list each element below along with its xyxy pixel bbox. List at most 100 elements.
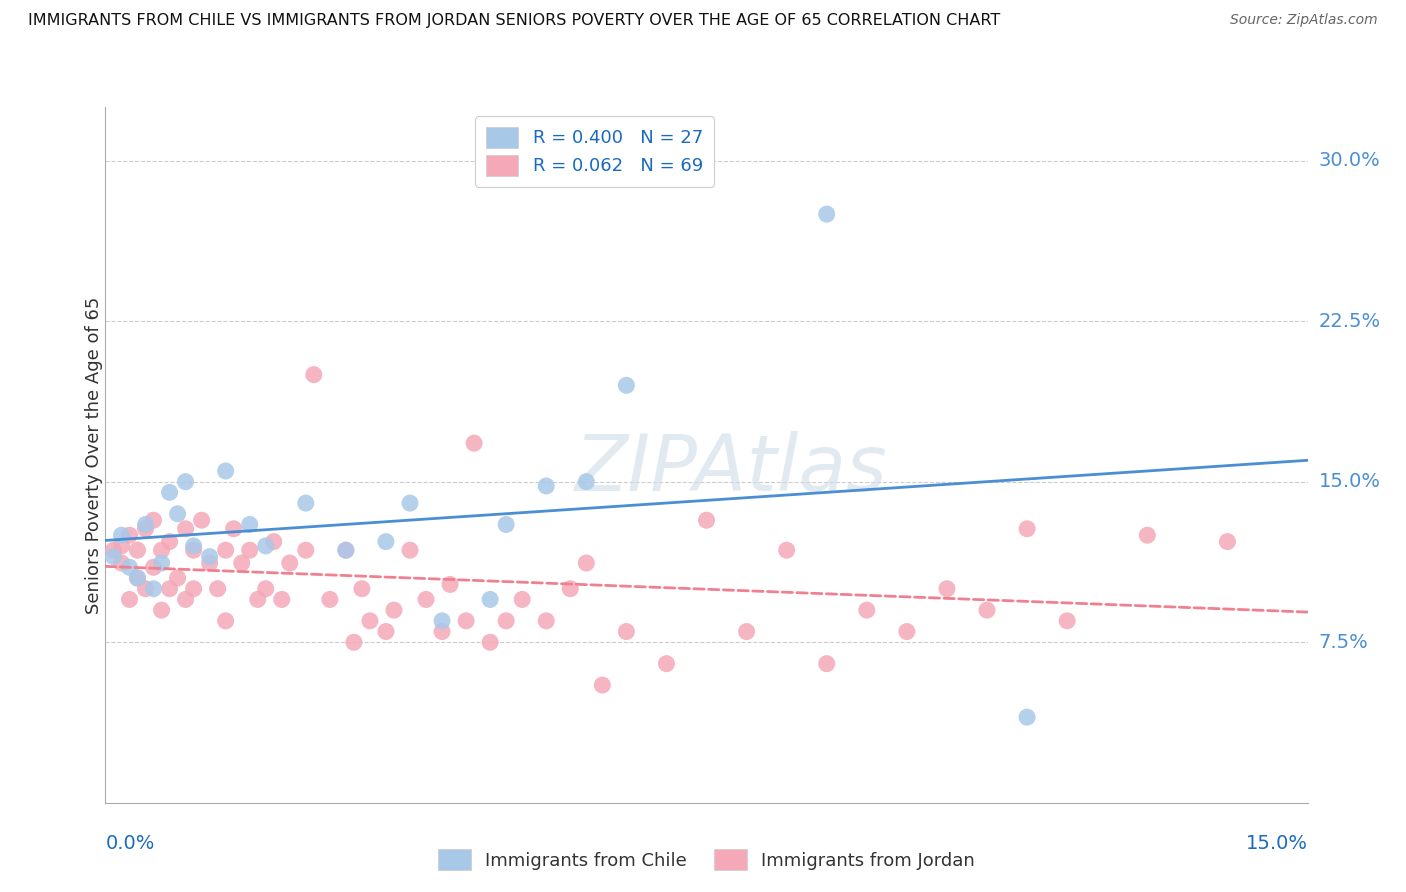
Point (350, 582, 373, 596)
Point (560, 582, 582, 596)
Point (495, 614, 517, 628)
Point (591, 678, 613, 692)
Text: 0.0%: 0.0% (105, 834, 155, 853)
Point (374, 534, 398, 549)
Point (616, 378, 638, 392)
Point (295, 543, 318, 558)
Point (319, 592, 342, 607)
Point (1136, 528, 1159, 542)
Point (295, 496, 318, 510)
Point (696, 513, 718, 527)
Point (239, 543, 262, 558)
Point (246, 592, 269, 607)
Point (1017, 710, 1039, 724)
Point (142, 582, 165, 596)
Point (150, 543, 173, 558)
Point (103, 543, 125, 558)
Point (142, 513, 165, 527)
Point (776, 543, 799, 558)
Point (150, 603, 173, 617)
Point (159, 534, 181, 549)
Point (815, 207, 838, 221)
Text: 15.0%: 15.0% (1319, 472, 1381, 491)
Point (479, 592, 502, 607)
Point (415, 592, 437, 607)
Point (399, 496, 422, 510)
Text: 15.0%: 15.0% (1246, 834, 1308, 853)
Point (239, 517, 262, 532)
Point (198, 556, 221, 570)
Point (231, 556, 253, 570)
Text: ZIPAtlas: ZIPAtlas (574, 431, 887, 507)
Point (534, 479, 557, 493)
Point (263, 534, 285, 549)
Point (936, 582, 959, 596)
Point (616, 624, 638, 639)
Y-axis label: Seniors Poverty Over the Age of 65: Seniors Poverty Over the Age of 65 (86, 296, 103, 614)
Point (1056, 614, 1078, 628)
Point (127, 571, 149, 585)
Point (135, 582, 157, 596)
Point (1017, 522, 1039, 536)
Point (166, 507, 188, 521)
Point (214, 464, 236, 478)
Text: 7.5%: 7.5% (1319, 632, 1368, 652)
Point (183, 543, 205, 558)
Point (174, 592, 197, 607)
Point (135, 522, 157, 536)
Point (463, 436, 485, 450)
Point (335, 543, 357, 558)
Point (855, 603, 877, 617)
Point (254, 539, 277, 553)
Point (575, 556, 598, 570)
Point (278, 556, 301, 570)
Point (174, 475, 197, 489)
Point (382, 603, 405, 617)
Point (118, 528, 141, 542)
Point (127, 571, 149, 585)
Point (896, 624, 918, 639)
Point (118, 560, 141, 574)
Point (207, 582, 229, 596)
Point (374, 624, 398, 639)
Point (110, 528, 132, 542)
Point (183, 539, 205, 553)
Text: 30.0%: 30.0% (1319, 151, 1381, 170)
Point (118, 592, 141, 607)
Point (150, 556, 173, 570)
Point (1216, 534, 1239, 549)
Point (495, 517, 517, 532)
Point (359, 614, 381, 628)
Legend: Immigrants from Chile, Immigrants from Jordan: Immigrants from Chile, Immigrants from J… (432, 842, 981, 877)
Point (159, 582, 181, 596)
Point (222, 522, 245, 536)
Point (142, 560, 165, 574)
Point (815, 657, 838, 671)
Point (270, 592, 292, 607)
Point (214, 614, 236, 628)
Point (166, 571, 188, 585)
Point (430, 614, 453, 628)
Point (183, 582, 205, 596)
Point (335, 543, 357, 558)
Text: Source: ZipAtlas.com: Source: ZipAtlas.com (1230, 13, 1378, 28)
Point (254, 582, 277, 596)
Point (439, 577, 461, 591)
Point (302, 368, 325, 382)
Point (479, 635, 502, 649)
Point (655, 657, 678, 671)
Point (534, 614, 557, 628)
Point (103, 549, 125, 564)
Point (976, 603, 998, 617)
Point (343, 635, 366, 649)
Text: IMMIGRANTS FROM CHILE VS IMMIGRANTS FROM JORDAN SENIORS POVERTY OVER THE AGE OF : IMMIGRANTS FROM CHILE VS IMMIGRANTS FROM… (28, 13, 1001, 29)
Point (159, 485, 181, 500)
Text: 22.5%: 22.5% (1319, 311, 1381, 331)
Point (214, 543, 236, 558)
Point (135, 517, 157, 532)
Point (174, 522, 197, 536)
Point (430, 624, 453, 639)
Point (454, 614, 477, 628)
Point (198, 549, 221, 564)
Point (110, 556, 132, 570)
